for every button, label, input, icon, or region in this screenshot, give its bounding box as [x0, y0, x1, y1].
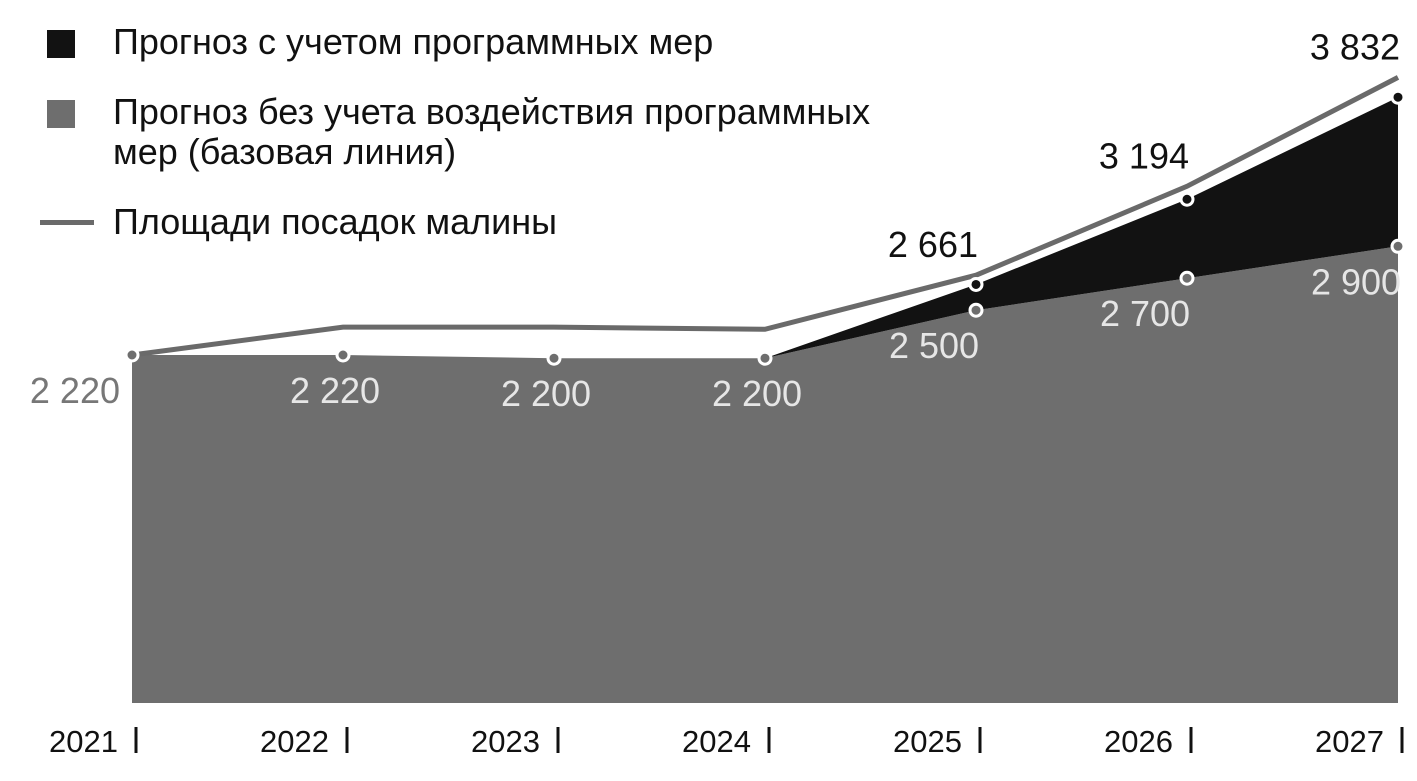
legend-label: Площади посадок малины — [113, 201, 558, 242]
point — [124, 347, 140, 363]
point — [757, 350, 773, 366]
point — [1179, 270, 1195, 286]
x-tick-label: 2025 — [893, 724, 962, 759]
x-tick-label: 2024 — [682, 724, 751, 759]
data-label: 2 700 — [1100, 293, 1190, 334]
legend-label: Прогноз с учетом программных мер — [113, 21, 714, 62]
legend-item: Прогноз с учетом программных мер — [40, 22, 940, 62]
data-label: 2 900 — [1311, 261, 1401, 302]
data-label: 2 200 — [501, 373, 591, 414]
legend-label: Прогноз без учета воздействия программны… — [113, 91, 871, 172]
data-label: 2 661 — [888, 224, 978, 265]
data-label: 3 194 — [1099, 135, 1189, 176]
point — [1179, 191, 1195, 207]
area — [132, 246, 1398, 703]
x-tick-label: 2023 — [471, 724, 540, 759]
legend-swatch — [47, 30, 75, 58]
point — [968, 276, 984, 292]
point — [968, 302, 984, 318]
x-tick-label: 2026 — [1104, 724, 1173, 759]
data-label: 2 220 — [30, 370, 120, 411]
legend: Прогноз с учетом программных мер Прогноз … — [40, 22, 940, 272]
legend-item: Прогноз без учета воздействия программны… — [40, 92, 940, 172]
x-tick-label: 2027 — [1315, 724, 1384, 759]
data-label: 2 500 — [889, 325, 979, 366]
point — [335, 347, 351, 363]
legend-swatch — [40, 220, 94, 225]
legend-item: Площади посадок малины — [40, 202, 940, 242]
line — [131, 75, 1400, 358]
x-tick-label: 2022 — [260, 724, 329, 759]
data-label: 2 200 — [712, 373, 802, 414]
x-tick-label: 2021 — [49, 724, 118, 759]
point — [1390, 238, 1406, 254]
point — [546, 350, 562, 366]
area — [132, 97, 1398, 359]
data-label: 3 832 — [1310, 26, 1400, 67]
legend-swatch — [47, 100, 75, 128]
data-label: 2 220 — [290, 370, 380, 411]
point — [1390, 89, 1406, 105]
